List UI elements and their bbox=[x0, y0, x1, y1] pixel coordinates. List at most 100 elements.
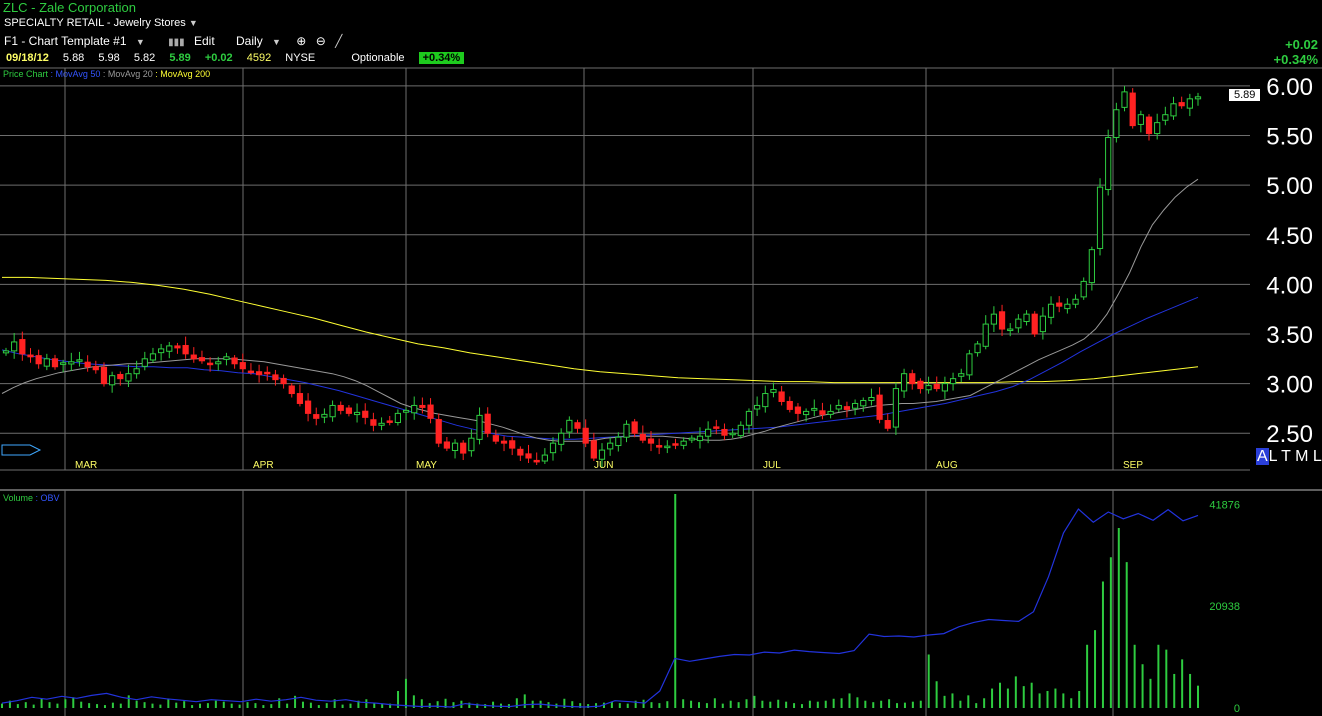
candle-body bbox=[549, 442, 557, 454]
zoom-in-icon[interactable]: ⊕ bbox=[296, 34, 307, 48]
candle-body bbox=[329, 404, 336, 418]
chevron-down-icon: ▼ bbox=[135, 37, 145, 47]
change-pct-badge: +0.34% bbox=[418, 52, 465, 64]
candle-body bbox=[1186, 98, 1193, 109]
candle-body bbox=[778, 391, 785, 402]
candle-body bbox=[1047, 303, 1055, 318]
legend-movavg-50[interactable]: : MovAvg 50 bbox=[48, 69, 101, 79]
candle-body bbox=[541, 454, 548, 462]
candle-body bbox=[811, 407, 818, 411]
candle-body bbox=[949, 378, 957, 385]
candle-body bbox=[517, 448, 524, 456]
month-tick-label: JUL bbox=[763, 460, 781, 471]
candle-body bbox=[43, 358, 50, 367]
candle-body bbox=[362, 410, 369, 418]
chevron-down-icon: ▼ bbox=[272, 37, 281, 47]
candle-body bbox=[1170, 103, 1177, 117]
price-tick-label: 4.50 bbox=[1266, 223, 1313, 250]
candle-body bbox=[370, 419, 377, 426]
candle-body bbox=[231, 357, 238, 365]
candle-body bbox=[827, 410, 834, 415]
price-tick-label: 2.50 bbox=[1266, 421, 1313, 448]
candle-body bbox=[109, 375, 116, 386]
candle-body bbox=[345, 407, 353, 414]
interval-label: Daily bbox=[236, 34, 263, 48]
candle-body bbox=[1154, 122, 1161, 135]
quote-low: 5.82 bbox=[133, 52, 156, 64]
candle-body bbox=[958, 373, 965, 377]
candle-body bbox=[255, 371, 263, 376]
candle-body bbox=[60, 362, 67, 365]
candle-body bbox=[378, 422, 385, 426]
candle-body bbox=[623, 423, 630, 438]
candle-body bbox=[909, 373, 916, 385]
candle-body bbox=[468, 437, 475, 452]
candle-body bbox=[639, 433, 646, 441]
zoom-out-icon[interactable]: ⊖ bbox=[315, 34, 326, 48]
candle-body bbox=[1023, 313, 1030, 322]
candle-body bbox=[1178, 102, 1185, 107]
candle-body bbox=[688, 437, 695, 441]
candle-body bbox=[598, 449, 606, 460]
candle-body bbox=[1137, 114, 1144, 125]
interval-selector[interactable]: Daily ▼ bbox=[236, 34, 287, 48]
candle-body bbox=[427, 404, 434, 419]
legend-price-chart[interactable]: Price Chart bbox=[3, 69, 49, 79]
candle-body bbox=[11, 341, 18, 352]
edit-button[interactable]: ▮▮▮ Edit bbox=[168, 34, 221, 48]
sector-label: SPECIALTY RETAIL - Jewelry Stores bbox=[4, 17, 186, 29]
candle-body bbox=[117, 373, 124, 380]
candle-body bbox=[206, 362, 214, 366]
quote-bar: 09/18/12 5.88 5.98 5.82 5.89 +0.02 4592 … bbox=[6, 52, 475, 64]
candle-body bbox=[280, 377, 287, 385]
candle-body bbox=[990, 313, 998, 325]
quote-change: +0.02 bbox=[204, 52, 233, 64]
candle-body bbox=[819, 410, 826, 415]
candle-body bbox=[680, 440, 687, 446]
candle-body bbox=[900, 373, 908, 392]
candle-body bbox=[647, 438, 655, 444]
candle-body bbox=[100, 366, 108, 385]
candle-body bbox=[264, 371, 271, 375]
toolbar: F1 - Chart Template #1 ▼ ▮▮▮ Edit Daily … bbox=[4, 34, 348, 52]
candle-body bbox=[851, 402, 859, 409]
candle-body bbox=[411, 404, 418, 414]
candle-body bbox=[304, 400, 312, 414]
candle-body bbox=[76, 359, 83, 362]
candle-body bbox=[925, 385, 932, 391]
legend-movavg-200[interactable]: : MovAvg 200 bbox=[152, 69, 211, 79]
month-tick-label: APR bbox=[253, 460, 274, 471]
quote-exchange: NYSE bbox=[285, 52, 316, 64]
legend-volume[interactable]: Volume bbox=[3, 493, 34, 503]
candle-body bbox=[696, 435, 704, 442]
template-label: F1 - Chart Template #1 bbox=[4, 34, 127, 48]
candle-body bbox=[1015, 318, 1022, 329]
candle-body bbox=[1105, 137, 1112, 191]
candle-body bbox=[1121, 91, 1128, 108]
last-price-tag: 5.89 bbox=[1229, 89, 1261, 101]
template-selector[interactable]: F1 - Chart Template #1 ▼ bbox=[4, 34, 151, 48]
price-tick-label: 4.00 bbox=[1266, 272, 1313, 299]
candle-body bbox=[835, 404, 842, 410]
candle-body bbox=[1080, 280, 1087, 298]
month-tick-label: SEP bbox=[1123, 460, 1143, 471]
candle-body bbox=[1072, 298, 1079, 305]
volume-legend: Volume : OBV bbox=[3, 493, 60, 503]
candle-body bbox=[1088, 249, 1095, 284]
legend-movavg-20[interactable]: : MovAvg 20 bbox=[100, 69, 153, 79]
candle-body bbox=[1145, 116, 1153, 135]
candle-body bbox=[917, 380, 924, 390]
sector-selector[interactable]: SPECIALTY RETAIL - Jewelry Stores ▼ bbox=[4, 17, 198, 29]
symbol-title: ZLC - Zale Corporation bbox=[3, 0, 136, 15]
scroll-left-icon bbox=[1, 444, 42, 456]
timeframe-selector[interactable]: AL T M L bbox=[1256, 448, 1322, 466]
candle-body bbox=[460, 442, 467, 454]
price-tick-label: 5.50 bbox=[1266, 124, 1313, 151]
legend-obv[interactable]: : OBV bbox=[33, 493, 60, 503]
month-tick-label: MAR bbox=[75, 460, 97, 471]
candle-body bbox=[1096, 186, 1104, 249]
quote-high: 5.98 bbox=[98, 52, 120, 64]
draw-line-icon[interactable]: ╱ bbox=[335, 34, 343, 48]
candle-body bbox=[998, 311, 1006, 330]
